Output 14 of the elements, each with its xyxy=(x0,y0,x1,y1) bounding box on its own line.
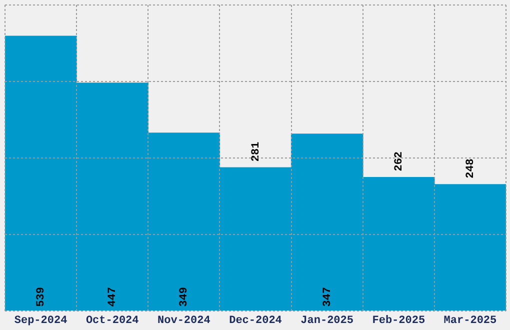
data-label: 281 xyxy=(250,141,262,162)
x-tick-label: Feb-2025 xyxy=(372,315,426,328)
x-tick-label: Oct-2024 xyxy=(86,315,140,328)
data-label: 447 xyxy=(107,286,120,307)
x-tick-label: Dec-2024 xyxy=(229,315,282,328)
x-tick-label: Jan-2025 xyxy=(300,315,354,328)
data-label: 262 xyxy=(393,151,406,172)
x-tick-label: Nov-2024 xyxy=(158,315,211,328)
data-label: 539 xyxy=(36,286,48,307)
data-label: 349 xyxy=(178,286,191,307)
data-label: 248 xyxy=(464,158,477,178)
x-tick-label: Mar-2025 xyxy=(444,315,498,328)
x-tick-label: Sep-2024 xyxy=(14,315,68,328)
data-label: 347 xyxy=(322,286,334,307)
